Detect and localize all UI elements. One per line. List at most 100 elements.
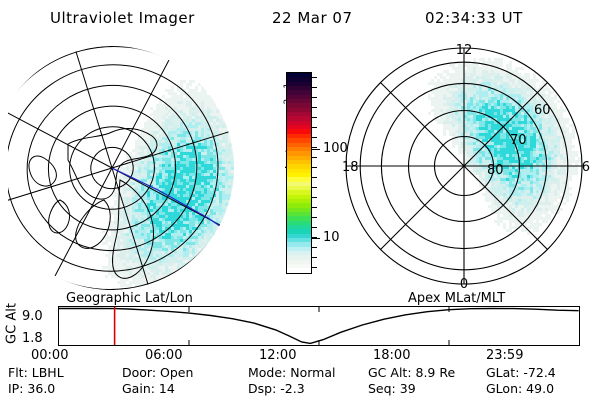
aurora-pixel [518, 145, 521, 148]
aurora-pixel [243, 134, 246, 137]
aurora-pixel [180, 122, 183, 125]
aurora-pixel [473, 103, 476, 106]
aurora-pixel [446, 103, 449, 106]
gc-altitude-strip-chart[interactable] [58, 306, 580, 346]
aurora-pixel [485, 67, 488, 70]
aurora-pixel [186, 224, 189, 227]
aurora-pixel [542, 196, 545, 199]
aurora-pixel [569, 148, 572, 151]
aurora-pixel [225, 227, 228, 230]
aurora-pixel [189, 275, 192, 278]
aurora-pixel [485, 166, 488, 169]
aurora-pixel [150, 224, 153, 227]
aurora-pixel [452, 112, 455, 115]
aurora-pixel [186, 266, 189, 269]
aurora-pixel [201, 113, 204, 116]
aurora-pixel [494, 94, 497, 97]
aurora-pixel [120, 200, 123, 203]
aurora-pixel [219, 245, 222, 248]
aurora-pixel [219, 167, 222, 170]
aurora-pixel [434, 109, 437, 112]
aurora-pixel [554, 169, 557, 172]
aurora-pixel [225, 200, 228, 203]
aurora-pixel [485, 124, 488, 127]
aurora-pixel [512, 85, 515, 88]
aurora-pixel [497, 124, 500, 127]
aurora-pixel [551, 166, 554, 169]
apex-polar-plot[interactable]: 12 18 6 0 60 70 80 [338, 40, 594, 292]
aurora-pixel [111, 221, 114, 224]
aurora-pixel [228, 167, 231, 170]
aurora-pixel [135, 188, 138, 191]
aurora-pixel [461, 127, 464, 130]
aurora-pixel [249, 197, 252, 200]
aurora-pixel [228, 101, 231, 104]
aurora-pixel [204, 170, 207, 173]
aurora-pixel [536, 142, 539, 145]
aurora-pixel [252, 149, 255, 152]
aurora-pixel [231, 146, 234, 149]
aurora-pixel [216, 218, 219, 221]
aurora-pixel [183, 107, 186, 110]
aurora-pixel [440, 103, 443, 106]
aurora-pixel [452, 130, 455, 133]
aurora-pixel [473, 97, 476, 100]
aurora-pixel [153, 128, 156, 131]
aurora-pixel [180, 257, 183, 260]
aurora-pixel [509, 151, 512, 154]
aurora-pixel [539, 214, 542, 217]
aurora-pixel [542, 103, 545, 106]
mlt-label-0: 0 [460, 277, 468, 292]
aurora-pixel [150, 251, 153, 254]
aurora-pixel [557, 184, 560, 187]
aurora-pixel [446, 79, 449, 82]
aurora-pixel [183, 80, 186, 83]
aurora-pixel [521, 112, 524, 115]
aurora-pixel [488, 97, 491, 100]
aurora-pixel [500, 172, 503, 175]
aurora-pixel [135, 182, 138, 185]
aurora-pixel [138, 197, 141, 200]
aurora-pixel [123, 275, 126, 278]
aurora-pixel [216, 194, 219, 197]
aurora-pixel [467, 91, 470, 94]
aurora-pixel [503, 100, 506, 103]
aurora-pixel [162, 281, 165, 284]
aurora-pixel [479, 82, 482, 85]
aurora-pixel [123, 254, 126, 257]
aurora-pixel [141, 263, 144, 266]
aurora-pixel [171, 206, 174, 209]
aurora-pixel [216, 113, 219, 116]
aurora-pixel [479, 100, 482, 103]
aurora-pixel [186, 239, 189, 242]
geographic-plot[interactable] [0, 40, 270, 292]
aurora-pixel [120, 284, 123, 287]
aurora-pixel [192, 137, 195, 140]
aurora-pixel [129, 167, 132, 170]
aurora-pixel [482, 133, 485, 136]
aurora-pixel [126, 200, 129, 203]
aurora-pixel [482, 76, 485, 79]
aurora-pixel [129, 170, 132, 173]
aurora-pixel [440, 115, 443, 118]
aurora-pixel [551, 190, 554, 193]
aurora-pixel [503, 142, 506, 145]
aurora-pixel [557, 130, 560, 133]
aurora-pixel [135, 278, 138, 281]
aurora-pixel [159, 137, 162, 140]
aurora-pixel [473, 91, 476, 94]
aurora-pixel [557, 133, 560, 136]
aurora-pixel [135, 251, 138, 254]
aurora-pixel [165, 263, 168, 266]
aurora-pixel [183, 248, 186, 251]
aurora-pixel [497, 160, 500, 163]
aurora-pixel [563, 166, 566, 169]
aurora-pixel [497, 214, 500, 217]
aurora-pixel [204, 101, 207, 104]
aurora-pixel [114, 248, 117, 251]
aurora-pixel [240, 143, 243, 146]
aurora-pixel [497, 133, 500, 136]
aurora-pixel [132, 254, 135, 257]
aurora-pixel [198, 122, 201, 125]
aurora-pixel [530, 133, 533, 136]
